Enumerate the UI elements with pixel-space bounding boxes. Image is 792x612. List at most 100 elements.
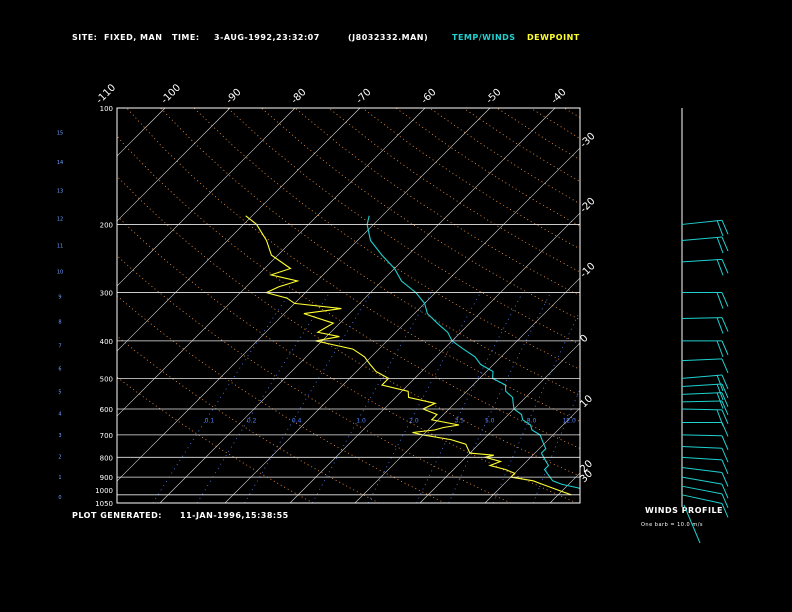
height-km-label: 2 [58,454,61,460]
isotherm-line [0,108,100,503]
wind-barb-flag [721,459,729,475]
mixing-ratio-line [244,292,372,503]
wind-barb-staff [681,456,723,461]
dry-adiabat-line [193,108,580,370]
dry-adiabat-line [294,108,580,297]
wind-barb-flag [716,383,724,401]
wind-barb-flag [721,409,729,425]
site-label: SITE: [72,33,98,42]
winds-profile-note: One barb = 10.0 m/s [641,522,703,528]
top-temp-label: -60 [419,87,438,106]
legend-temp: TEMP/WINDS [452,33,516,42]
pressure-tick-label: 100 [100,105,113,113]
mixing-ratio-label: 8.0 [527,418,537,425]
isotherm-line [117,108,361,352]
dry-adiabat-line [117,135,580,449]
isotherm-line [549,472,580,503]
wind-barb-staff [681,485,723,495]
temperature-line [366,215,580,490]
height-km-label: 6 [58,367,61,373]
wind-barb-flag [721,220,729,235]
wind-barb-flag [721,358,729,374]
dry-adiabat-line [328,108,580,273]
isotherm-line [484,407,580,503]
height-km-label: 12 [57,216,63,222]
pressure-tick-label: 700 [100,432,113,440]
wind-barb-flag [721,374,729,390]
dry-adiabat-line [117,295,446,503]
isotherm-line [680,108,792,503]
isotherm-line [117,108,231,222]
height-km-label: 13 [57,189,63,195]
right-temp-label: -20 [578,196,597,215]
mixing-ratio-line [492,310,580,503]
pressure-tick-label: 300 [100,290,113,298]
wind-barb-flag [716,374,724,392]
isotherm-line [354,277,580,503]
pressure-tick-label: 200 [100,221,113,229]
wind-barb-flag [721,435,729,450]
wind-barb-flag [721,392,729,407]
isotherm-line [117,108,296,287]
isotherm-line [745,108,792,503]
top-temp-label: -70 [354,87,373,106]
wind-barb-staff [681,408,723,411]
wind-barb-flag [721,259,729,274]
wind-barb-flag [721,340,729,356]
dry-adiabat-line [462,108,580,183]
wind-barb-flag [721,383,729,399]
height-km-label: 3 [58,433,61,439]
height-km-label: 5 [58,389,61,395]
wind-barb-flag [721,317,729,332]
height-km-label: 8 [58,319,61,325]
top-temp-label: -40 [549,87,568,106]
mixing-ratio-label: 2.0 [409,418,419,425]
right-temp-label: -10 [578,261,597,280]
top-temp-label: -110 [94,82,118,106]
pressure-tick-label: 400 [100,338,113,346]
top-temp-label: -100 [159,82,183,106]
wind-barb-flag [716,259,724,276]
pressure-tick-label: 900 [100,474,113,482]
pressure-tick-label: 1000 [95,487,113,495]
mixing-ratio-line [532,388,580,503]
wind-barb-flag [721,400,729,416]
isotherm-line [615,108,792,503]
height-km-label: 7 [58,343,61,349]
mixing-ratio-label: 12.0 [562,418,576,425]
mixing-ratio-line [586,293,669,503]
isotherm-line [117,108,426,417]
isotherm-line [224,147,580,503]
wind-barb-flag [716,220,724,237]
wind-barb-staff [681,374,723,379]
mixing-ratio-label: 0.1 [205,418,215,425]
mixing-ratio-line [367,292,481,503]
wind-barb-flag [716,317,724,334]
dry-adiabat-line [117,215,577,503]
wind-barb-staff [681,383,723,388]
dry-adiabat-line [117,175,580,477]
dry-adiabat-line [429,108,580,205]
dry-adiabat-line [395,108,580,227]
wind-barb-flag [716,392,724,409]
height-km-label: 1 [58,475,61,481]
mixing-ratio-line [448,292,552,503]
plot-frame [116,107,581,504]
isotherm-line [0,108,35,503]
mixing-ratio-label: 0.2 [247,418,257,425]
winds-profile-title: WINDS PROFILE [645,506,724,515]
time-label: TIME: [172,33,200,42]
mixing-ratio-line [196,292,330,503]
isotherm-line [419,342,580,503]
plot-generated-label: PLOT GENERATED: [72,511,162,520]
right-temp-label: 10 [578,393,595,410]
height-km-label: 14 [57,160,63,166]
dry-adiabat-line [117,335,380,503]
dry-adiabat-line [530,108,580,140]
wind-barb-staff [681,434,723,437]
wind-barb-staff [681,476,723,485]
right-temp-label: -30 [578,131,597,150]
dry-adiabat-line [631,108,792,503]
plot-area [0,108,792,503]
mixing-ratio-label: 1.0 [356,418,366,425]
